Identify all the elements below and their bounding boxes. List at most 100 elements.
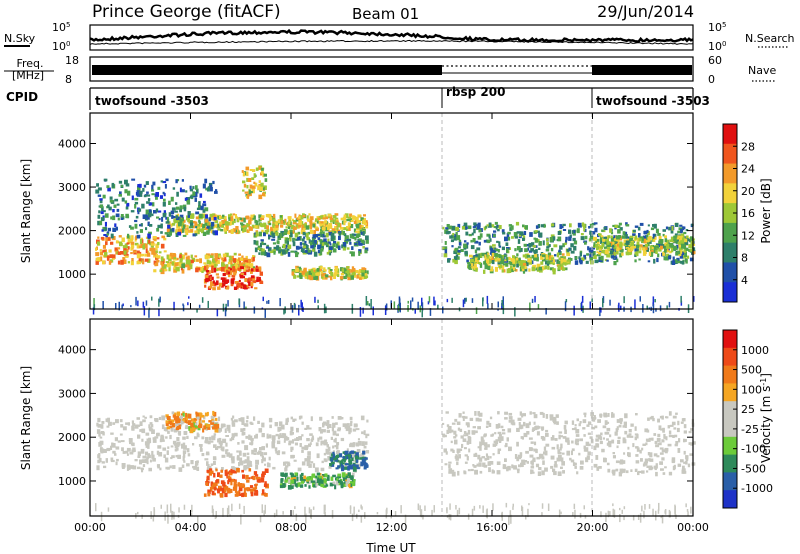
data-cell	[240, 266, 244, 270]
data-cell	[320, 483, 325, 488]
data-cell	[678, 247, 683, 251]
data-cell	[454, 418, 458, 422]
data-cell	[575, 256, 578, 260]
data-cell	[448, 471, 453, 474]
data-cell	[181, 269, 185, 274]
data-cell	[153, 236, 157, 239]
data-cell	[328, 251, 332, 256]
data-cell	[650, 251, 654, 257]
data-cell	[318, 427, 322, 432]
data-cell	[603, 415, 608, 418]
data-cell	[497, 308, 499, 311]
data-cell	[481, 437, 484, 443]
data-cell	[597, 434, 601, 440]
data-cell	[594, 425, 598, 429]
data-cell	[264, 252, 268, 256]
data-cell	[236, 468, 240, 473]
data-cell	[341, 462, 343, 467]
data-cell	[550, 465, 554, 469]
data-cell	[248, 436, 251, 440]
data-cell	[263, 232, 266, 237]
data-cell	[295, 438, 300, 441]
data-cell	[301, 224, 305, 229]
data-cell	[301, 434, 304, 437]
data-cell	[556, 444, 559, 450]
data-cell	[268, 221, 271, 224]
data-cell	[277, 434, 281, 440]
data-cell	[139, 421, 143, 426]
data-cell	[235, 287, 239, 290]
data-cell	[313, 230, 316, 235]
data-cell	[587, 432, 591, 435]
data-cell	[180, 420, 184, 425]
data-cell	[198, 201, 201, 206]
data-cell	[664, 242, 668, 246]
data-cell	[483, 269, 486, 274]
data-cell	[126, 466, 129, 471]
data-cell	[194, 230, 199, 235]
data-cell	[501, 512, 503, 518]
data-cell	[347, 275, 352, 281]
data-cell	[215, 280, 219, 285]
data-cell	[93, 298, 95, 308]
freq-tick-top: 18	[65, 54, 79, 67]
data-cell	[680, 421, 684, 424]
data-cell	[178, 228, 182, 234]
data-cell	[149, 459, 152, 463]
data-cell	[347, 472, 351, 477]
data-cell	[175, 447, 179, 451]
data-cell	[246, 171, 249, 177]
data-cell	[488, 422, 492, 427]
data-cell	[655, 308, 657, 312]
data-cell	[662, 229, 666, 232]
data-cell	[310, 416, 313, 422]
data-cell	[101, 421, 105, 424]
data-cell	[145, 181, 149, 185]
data-cell	[213, 411, 217, 417]
data-cell	[127, 239, 132, 244]
data-cell	[131, 235, 134, 240]
data-cell	[564, 261, 567, 266]
data-cell	[234, 265, 238, 271]
data-cell	[324, 439, 328, 442]
data-cell	[245, 306, 247, 310]
data-cell	[575, 434, 580, 437]
data-cell	[584, 515, 587, 519]
data-cell	[310, 241, 313, 246]
data-cell	[501, 429, 506, 432]
data-cell	[233, 220, 236, 224]
data-cell	[546, 263, 549, 266]
data-cell	[677, 241, 682, 245]
data-cell	[356, 459, 359, 463]
colorbar-tick-label: -100	[741, 443, 766, 456]
data-cell	[547, 244, 550, 249]
data-cell	[104, 252, 108, 257]
data-cell	[294, 232, 299, 238]
data-cell	[516, 253, 519, 257]
data-cell	[683, 450, 686, 455]
data-cell	[122, 303, 124, 307]
data-cell	[175, 202, 178, 205]
data-cell	[268, 236, 271, 240]
data-cell	[445, 411, 449, 414]
data-cell	[654, 233, 657, 238]
data-cell	[601, 448, 605, 453]
data-cell	[623, 231, 628, 236]
data-cell	[535, 425, 540, 430]
data-cell	[517, 258, 521, 264]
data-cell	[473, 228, 476, 234]
data-cell	[242, 172, 246, 177]
data-cell	[203, 265, 207, 271]
data-cell	[336, 459, 340, 463]
data-cell	[681, 469, 685, 474]
data-cell	[222, 423, 226, 428]
data-cell	[603, 241, 607, 245]
data-cell	[142, 245, 146, 250]
data-cell	[244, 278, 248, 282]
data-cell	[213, 472, 216, 478]
data-cell	[501, 300, 503, 307]
data-cell	[528, 447, 533, 452]
cpid-panel: CPID twofsound -3503 rbsp 200 twofsound …	[6, 85, 710, 110]
data-cell	[630, 246, 633, 252]
data-cell	[501, 246, 505, 251]
